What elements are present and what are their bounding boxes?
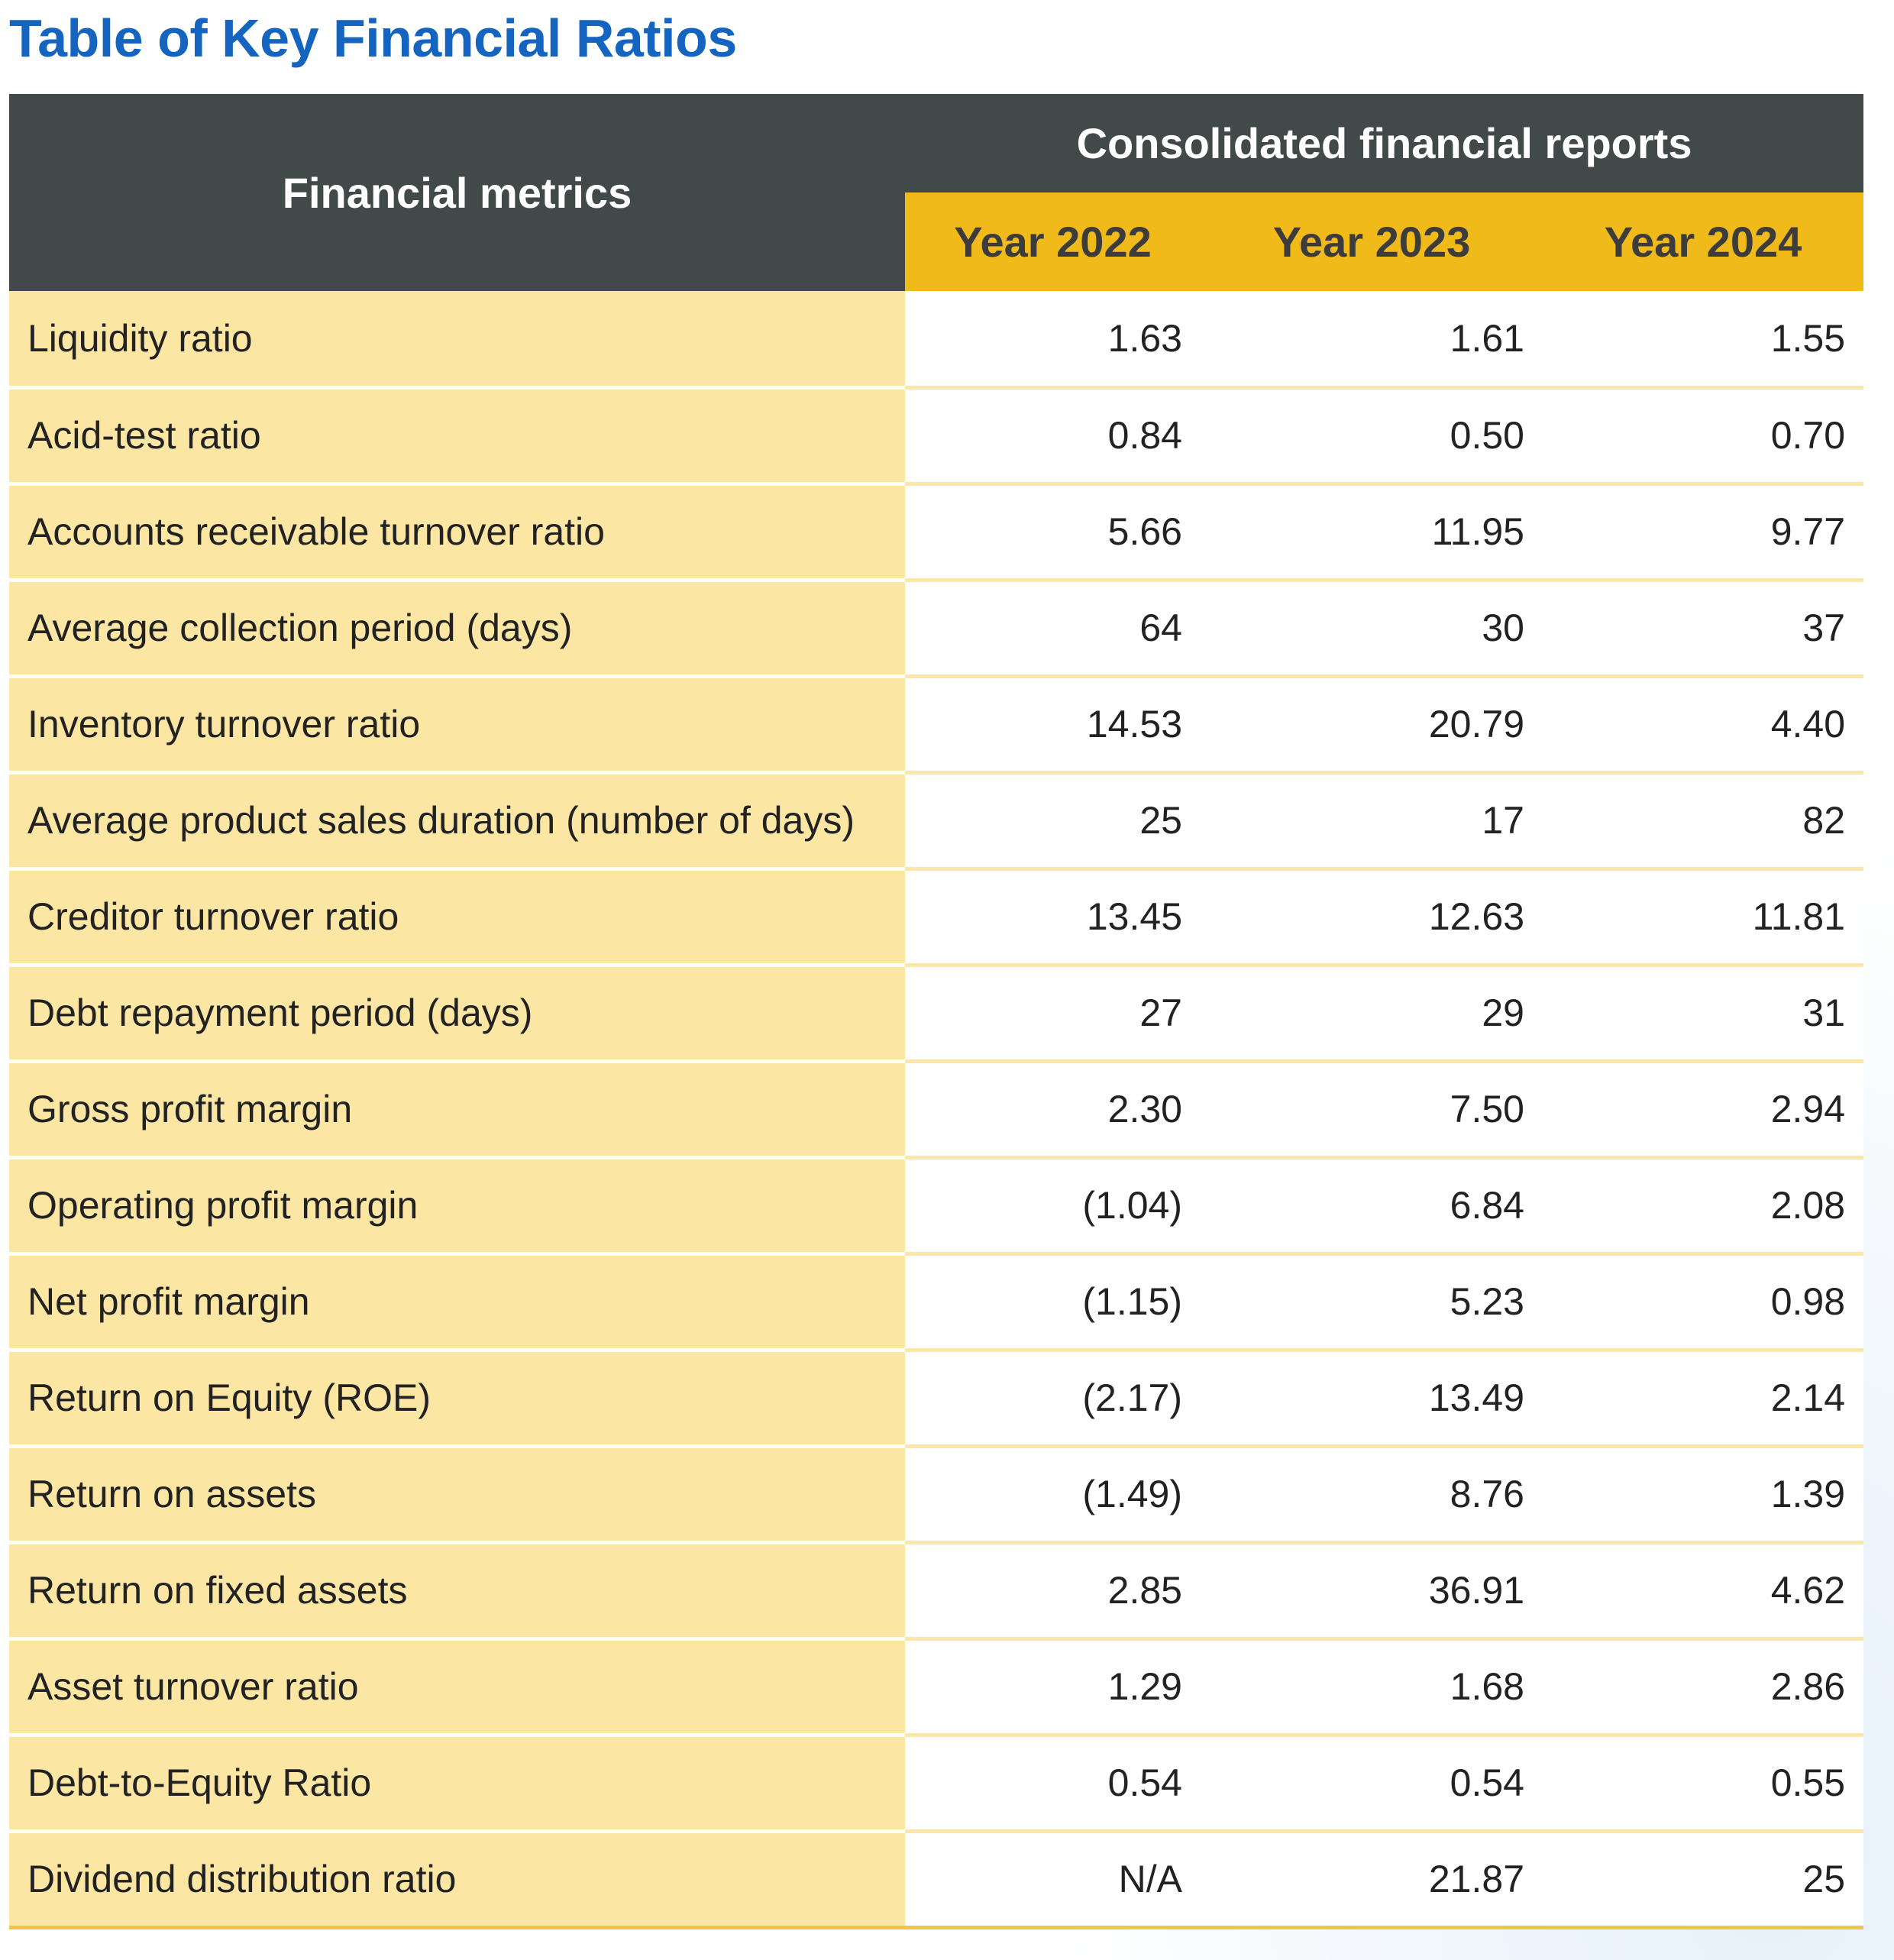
- table-row: Return on assets (1.49) 8.76 1.39: [9, 1446, 1864, 1544]
- value-cell-2022: 0.54: [905, 1735, 1201, 1833]
- value-cell-2023: 36.91: [1201, 1542, 1543, 1641]
- value-cell-2024: 2.14: [1543, 1350, 1864, 1448]
- metric-label: Gross profit margin: [9, 1061, 905, 1160]
- value-cell-2024: 1.55: [1543, 291, 1864, 390]
- metric-label: Average product sales duration (number o…: [9, 772, 905, 871]
- value-cell-2024: 2.08: [1543, 1157, 1864, 1256]
- value-cell-2022: 1.29: [905, 1638, 1201, 1737]
- table-row: Debt repayment period (days) 27 29 31: [9, 965, 1864, 1063]
- header-financial-metrics: Financial metrics: [9, 94, 905, 291]
- metric-label: Average collection period (days): [9, 580, 905, 678]
- value-cell-2024: 0.98: [1543, 1253, 1864, 1352]
- value-cell-2023: 1.68: [1201, 1638, 1543, 1737]
- value-cell-2022: (1.49): [905, 1446, 1201, 1544]
- value-cell-2022: 64: [905, 580, 1201, 678]
- table-row: Return on Equity (ROE) (2.17) 13.49 2.14: [9, 1350, 1864, 1448]
- value-cell-2024: 9.77: [1543, 484, 1864, 582]
- table-row: Accounts receivable turnover ratio 5.66 11…: [9, 484, 1864, 582]
- value-cell-2023: 29: [1201, 965, 1543, 1063]
- header-year-2022: Year 2022: [905, 192, 1201, 291]
- value-cell-2022: (1.15): [905, 1253, 1201, 1352]
- value-cell-2023: 8.76: [1201, 1446, 1543, 1544]
- value-cell-2022: 2.85: [905, 1542, 1201, 1641]
- value-cell-2024: 4.40: [1543, 676, 1864, 775]
- table-row: Average product sales duration (number o…: [9, 772, 1864, 871]
- value-cell-2024: 25: [1543, 1831, 1864, 1929]
- value-cell-2023: 30: [1201, 580, 1543, 678]
- value-cell-2024: 1.39: [1543, 1446, 1864, 1544]
- value-cell-2022: (2.17): [905, 1350, 1201, 1448]
- value-cell-2023: 12.63: [1201, 868, 1543, 967]
- metric-label: Accounts receivable turnover ratio: [9, 484, 905, 582]
- value-cell-2023: 7.50: [1201, 1061, 1543, 1160]
- value-cell-2024: 2.94: [1543, 1061, 1864, 1160]
- value-cell-2023: 20.79: [1201, 676, 1543, 775]
- value-cell-2024: 2.86: [1543, 1638, 1864, 1737]
- metric-label: Debt repayment period (days): [9, 965, 905, 1063]
- value-cell-2022: 25: [905, 772, 1201, 871]
- value-cell-2024: 31: [1543, 965, 1864, 1063]
- value-cell-2023: 0.54: [1201, 1735, 1543, 1833]
- table-row: Average collection period (days) 64 30 37: [9, 580, 1864, 678]
- value-cell-2024: 82: [1543, 772, 1864, 871]
- header-year-2024: Year 2024: [1543, 192, 1864, 291]
- metric-label: Acid-test ratio: [9, 387, 905, 486]
- metric-label: Inventory turnover ratio: [9, 676, 905, 775]
- table-row: Acid-test ratio 0.84 0.50 0.70: [9, 387, 1864, 486]
- value-cell-2022: 5.66: [905, 484, 1201, 582]
- metric-label: Return on fixed assets: [9, 1542, 905, 1641]
- table-row: Asset turnover ratio 1.29 1.68 2.86: [9, 1638, 1864, 1737]
- value-cell-2024: 0.55: [1543, 1735, 1864, 1833]
- table-row: Net profit margin (1.15) 5.23 0.98: [9, 1253, 1864, 1352]
- table-row: Operating profit margin (1.04) 6.84 2.08: [9, 1157, 1864, 1256]
- value-cell-2022: 1.63: [905, 291, 1201, 390]
- value-cell-2023: 21.87: [1201, 1831, 1543, 1929]
- value-cell-2024: 0.70: [1543, 387, 1864, 486]
- metric-label: Return on assets: [9, 1446, 905, 1544]
- value-cell-2022: 13.45: [905, 868, 1201, 967]
- table-row: Inventory turnover ratio 14.53 20.79 4.40: [9, 676, 1864, 775]
- value-cell-2023: 1.61: [1201, 291, 1543, 390]
- metric-label: Creditor turnover ratio: [9, 868, 905, 967]
- table-row: Gross profit margin 2.30 7.50 2.94: [9, 1061, 1864, 1160]
- metric-label: Asset turnover ratio: [9, 1638, 905, 1737]
- financial-ratios-table: Financial metrics Consolidated financial…: [9, 94, 1864, 1929]
- table-row: Liquidity ratio 1.63 1.61 1.55: [9, 291, 1864, 390]
- value-cell-2023: 5.23: [1201, 1253, 1543, 1352]
- value-cell-2023: 11.95: [1201, 484, 1543, 582]
- metric-label: Operating profit margin: [9, 1157, 905, 1256]
- value-cell-2022: 2.30: [905, 1061, 1201, 1160]
- header-year-2023: Year 2023: [1201, 192, 1543, 291]
- metric-label: Dividend distribution ratio: [9, 1831, 905, 1929]
- metric-label: Liquidity ratio: [9, 291, 905, 390]
- value-cell-2022: 0.84: [905, 387, 1201, 486]
- value-cell-2022: N/A: [905, 1831, 1201, 1929]
- table-row: Creditor turnover ratio 13.45 12.63 11.81: [9, 868, 1864, 967]
- table-row: Dividend distribution ratio N/A 21.87 25: [9, 1831, 1864, 1929]
- metric-label: Debt-to-Equity Ratio: [9, 1735, 905, 1833]
- value-cell-2024: 37: [1543, 580, 1864, 678]
- value-cell-2023: 13.49: [1201, 1350, 1543, 1448]
- value-cell-2023: 17: [1201, 772, 1543, 871]
- value-cell-2024: 4.62: [1543, 1542, 1864, 1641]
- metric-label: Net profit margin: [9, 1253, 905, 1352]
- value-cell-2024: 11.81: [1543, 868, 1864, 967]
- table-header: Financial metrics Consolidated financial…: [9, 94, 1864, 291]
- metric-label: Return on Equity (ROE): [9, 1350, 905, 1448]
- value-cell-2023: 0.50: [1201, 387, 1543, 486]
- table-row: Return on fixed assets 2.85 36.91 4.62: [9, 1542, 1864, 1641]
- value-cell-2022: 27: [905, 965, 1201, 1063]
- table-body: Liquidity ratio 1.63 1.61 1.55 Acid-test rat…: [9, 291, 1864, 1929]
- page-title: Table of Key Financial Ratios: [9, 8, 737, 68]
- table-row: Debt-to-Equity Ratio 0.54 0.54 0.55: [9, 1735, 1864, 1833]
- value-cell-2022: 14.53: [905, 676, 1201, 775]
- header-consolidated-reports: Consolidated financial reports: [905, 94, 1864, 192]
- value-cell-2022: (1.04): [905, 1157, 1201, 1256]
- value-cell-2023: 6.84: [1201, 1157, 1543, 1256]
